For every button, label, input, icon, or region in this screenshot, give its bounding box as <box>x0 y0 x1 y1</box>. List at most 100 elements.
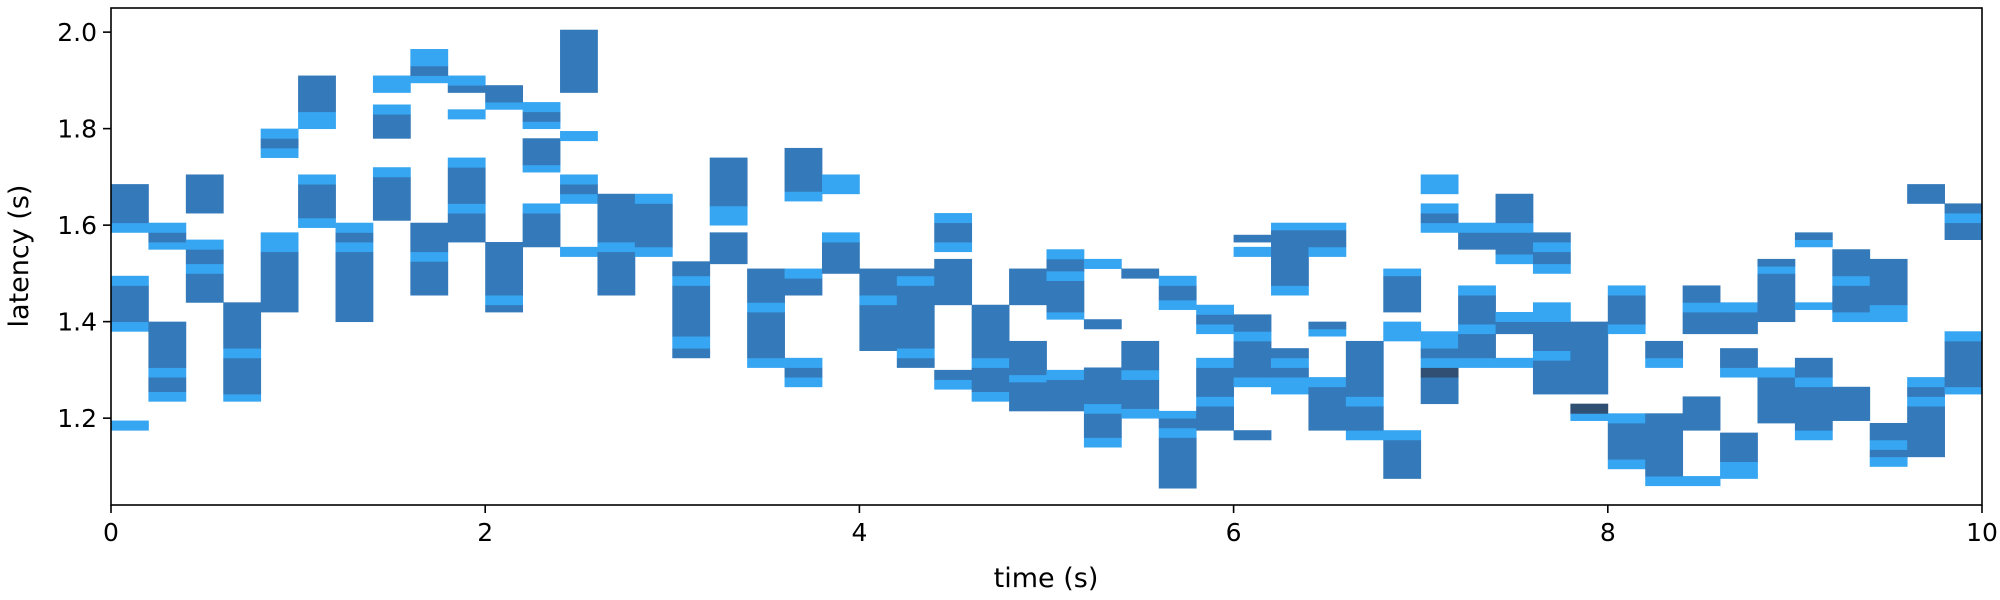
heatmap-cell <box>1158 410 1197 419</box>
heatmap-cell <box>1046 379 1085 412</box>
heatmap-cell <box>148 222 187 233</box>
heatmap-cell <box>934 242 973 253</box>
heatmap-cell <box>1757 258 1796 267</box>
heatmap-cell <box>522 164 561 173</box>
heatmap-cell <box>709 205 748 226</box>
heatmap-cell <box>1720 432 1758 462</box>
heatmap-cell <box>1832 249 1871 277</box>
heatmap-cell <box>1271 377 1309 395</box>
x-tick-label: 2 <box>477 518 493 547</box>
heatmap-cell <box>1308 229 1347 248</box>
heatmap-cell <box>971 367 1010 393</box>
heatmap-cell <box>1308 386 1347 431</box>
heatmap-cell <box>1420 203 1459 214</box>
heatmap-cell <box>1083 403 1122 414</box>
x-tick-label: 10 <box>1966 518 1998 547</box>
heatmap-cell <box>1083 437 1122 448</box>
heatmap-cell <box>1757 266 1796 274</box>
heatmap-cell <box>709 232 748 265</box>
heatmap-cell <box>1495 254 1534 265</box>
heatmap-cell <box>485 85 524 103</box>
heatmap-cell <box>148 232 187 243</box>
heatmap-cell <box>1420 222 1459 233</box>
heatmap-cell <box>335 232 374 243</box>
heatmap-cell <box>1271 229 1309 286</box>
heatmap-cell <box>634 246 673 257</box>
heatmap-cell <box>560 29 598 93</box>
heatmap-cell <box>447 167 486 204</box>
heatmap-cell <box>1645 476 1684 487</box>
heatmap-cell <box>784 377 823 388</box>
heatmap-cell <box>1607 295 1646 325</box>
heatmap-cell <box>1458 222 1496 233</box>
heatmap-cell <box>672 275 711 286</box>
heatmap-cell <box>1420 367 1459 378</box>
heatmap-cell <box>1271 367 1309 378</box>
heatmap-cell <box>896 357 935 368</box>
heatmap-cell <box>896 285 935 349</box>
heatmap-cell <box>784 147 823 192</box>
heatmap-cell <box>522 102 561 113</box>
y-axis-label: latency (s) <box>4 185 35 328</box>
heatmap-cell <box>1720 367 1758 378</box>
heatmap-cell <box>1046 258 1085 272</box>
heatmap-cell <box>821 174 860 195</box>
heatmap-cell <box>597 193 636 243</box>
heatmap-cell <box>672 285 711 337</box>
heatmap-cell <box>971 304 1010 359</box>
heatmap-cell <box>1944 203 1982 214</box>
heatmap-cell <box>111 321 149 332</box>
heatmap-cell <box>1046 311 1085 320</box>
heatmap-cell <box>335 242 374 253</box>
heatmap-cell <box>1757 367 1796 378</box>
heatmap-cell <box>560 174 598 185</box>
heatmap-cell <box>1869 258 1908 306</box>
heatmap-cell <box>784 357 823 368</box>
heatmap-cell <box>372 114 411 139</box>
heatmap-cell <box>1458 333 1496 359</box>
heatmap-cell <box>1532 360 1571 395</box>
heatmap-cell <box>485 242 524 296</box>
heatmap-cell <box>298 111 336 130</box>
heatmap-cell <box>410 251 449 262</box>
heatmap-cell <box>1832 285 1871 313</box>
heatmap-cell <box>522 121 561 130</box>
heatmap-cell <box>1944 331 1982 342</box>
heatmap-cell <box>1009 268 1047 306</box>
heatmap-cell <box>1944 386 1982 395</box>
heatmap-cell <box>1308 328 1347 337</box>
heatmap-cell <box>298 174 336 185</box>
heatmap-cell <box>896 268 935 277</box>
heatmap-cell <box>148 321 187 368</box>
heatmap-cell <box>859 295 898 306</box>
heatmap-cell <box>821 242 860 274</box>
heatmap-cell <box>1532 321 1571 351</box>
heatmap-cell <box>1083 367 1122 405</box>
heatmap-cell <box>410 222 449 253</box>
heatmap-cell <box>1720 348 1758 368</box>
heatmap-cell <box>747 357 785 368</box>
heatmap-cell <box>1607 459 1646 470</box>
heatmap-cell <box>1495 222 1534 233</box>
heatmap-cell <box>1869 449 1908 458</box>
heatmap-cell <box>372 104 411 115</box>
heatmap-cell <box>1420 348 1459 359</box>
heatmap-cell <box>1682 476 1721 487</box>
heatmap-cell <box>111 285 149 323</box>
heatmap-cell <box>1083 258 1122 269</box>
heatmap-cell <box>1757 377 1796 424</box>
heatmap-cell <box>747 268 785 303</box>
y-tick-label: 1.4 <box>57 308 97 337</box>
heatmap-cell <box>896 275 935 286</box>
heatmap-cell <box>260 251 299 313</box>
heatmap-cell <box>522 138 561 166</box>
heatmap-cell <box>934 369 973 380</box>
heatmap-cell <box>1121 268 1160 279</box>
heatmap-cell <box>1009 374 1047 383</box>
heatmap-cell <box>447 157 486 168</box>
heatmap-cell <box>1345 340 1384 397</box>
heatmap-cell <box>1158 275 1197 286</box>
heatmap-cell <box>1570 321 1609 395</box>
heatmap-cell <box>747 302 785 313</box>
